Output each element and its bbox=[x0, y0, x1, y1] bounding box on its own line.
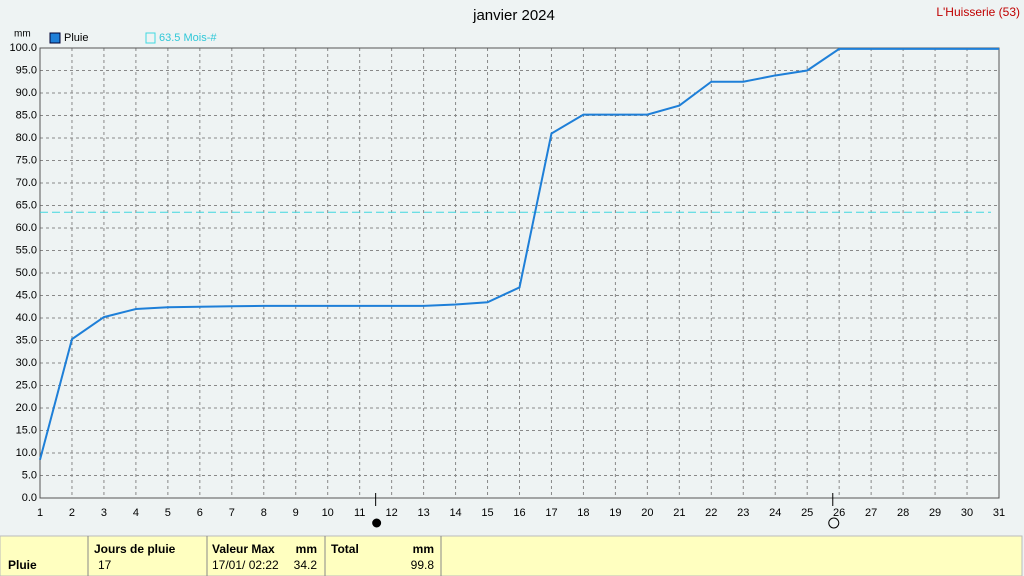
y-tick-label: 25.0 bbox=[16, 379, 37, 391]
row-label: Pluie bbox=[8, 558, 37, 572]
y-tick-label: 60.0 bbox=[16, 222, 37, 234]
y-tick-label: 85.0 bbox=[16, 109, 37, 121]
y-tick-label: 20.0 bbox=[16, 402, 37, 414]
y-tick-label: 100.0 bbox=[9, 42, 37, 54]
y-tick-label: 75.0 bbox=[16, 154, 37, 166]
y-tick-label: 90.0 bbox=[16, 87, 37, 99]
unit: mm bbox=[296, 542, 317, 556]
y-unit: mm bbox=[14, 29, 31, 40]
x-tick-label: 12 bbox=[386, 507, 398, 519]
series-line bbox=[39, 47, 999, 461]
x-tick-label: 1 bbox=[37, 507, 43, 519]
x-tick-label: 10 bbox=[322, 507, 334, 519]
legend-swatch bbox=[49, 32, 61, 44]
x-tick-label: 26 bbox=[833, 507, 845, 519]
y-tick-label: 45.0 bbox=[16, 289, 37, 301]
x-tick-label: 14 bbox=[449, 507, 461, 519]
x-tick-label: 18 bbox=[577, 507, 589, 519]
x-tick-label: 3 bbox=[101, 507, 107, 519]
table-background bbox=[0, 535, 1023, 576]
x-tick-label: 23 bbox=[737, 507, 749, 519]
y-tick-label: 15.0 bbox=[16, 424, 37, 436]
y-tick-label: 50.0 bbox=[16, 267, 37, 279]
unit: mm bbox=[413, 542, 434, 556]
moon-phase bbox=[372, 518, 382, 528]
header: Total bbox=[331, 542, 359, 556]
chart-title: janvier 2024 bbox=[472, 7, 555, 24]
x-tick-label: 20 bbox=[641, 507, 653, 519]
legend-swatch bbox=[145, 32, 156, 44]
station: L'Huisserie (53) bbox=[936, 5, 1020, 19]
cell: 34.2 bbox=[294, 558, 318, 572]
y-tick-label: 10.0 bbox=[16, 447, 37, 459]
moon-phase bbox=[828, 517, 840, 529]
x-tick-label: 5 bbox=[165, 507, 171, 519]
x-tick-label: 16 bbox=[513, 507, 525, 519]
x-tick-label: 27 bbox=[865, 507, 877, 519]
y-tick-label: 70.0 bbox=[16, 177, 37, 189]
cell: 99.8 bbox=[411, 558, 435, 572]
y-tick-label: 35.0 bbox=[16, 334, 37, 346]
x-tick-label: 9 bbox=[293, 507, 299, 519]
y-tick-label: 40.0 bbox=[16, 312, 37, 324]
y-tick-label: 95.0 bbox=[16, 64, 37, 76]
cell: 17 bbox=[98, 558, 112, 572]
header: Valeur Max bbox=[212, 542, 275, 556]
y-tick-label: 55.0 bbox=[16, 244, 37, 256]
x-tick-label: 2 bbox=[69, 507, 75, 519]
summary-table: Pluie Jours de pluie 17 Valeur Max mm 17… bbox=[0, 535, 1023, 576]
x-tick-label: 19 bbox=[609, 507, 621, 519]
x-tick-label: 11 bbox=[354, 507, 365, 519]
x-tick-label: 22 bbox=[705, 507, 717, 519]
y-tick-label: 30.0 bbox=[16, 357, 37, 369]
cell: 17/01/ 02:22 bbox=[212, 558, 279, 572]
legend-label: Pluie bbox=[64, 32, 88, 44]
y-tick-label: 65.0 bbox=[16, 199, 37, 211]
y-tick-label: 5.0 bbox=[22, 469, 37, 481]
x-tick-label: 8 bbox=[261, 507, 267, 519]
x-tick-label: 13 bbox=[417, 507, 429, 519]
x-tick-label: 31 bbox=[993, 507, 1005, 519]
x-tick-label: 29 bbox=[929, 507, 941, 519]
x-tick-label: 30 bbox=[961, 507, 973, 519]
x-tick-label: 24 bbox=[769, 507, 781, 519]
y-tick-label: 0.0 bbox=[22, 492, 37, 504]
x-tick-label: 6 bbox=[197, 507, 203, 519]
plot-frame bbox=[39, 47, 1000, 499]
y-tick-label: 80.0 bbox=[16, 132, 37, 144]
x-tick-label: 17 bbox=[545, 507, 557, 519]
x-tick-label: 4 bbox=[133, 507, 139, 519]
x-tick-label: 28 bbox=[897, 507, 909, 519]
legend-label: 63.5 Mois-# bbox=[159, 32, 217, 44]
x-tick-label: 15 bbox=[481, 507, 493, 519]
header: Jours de pluie bbox=[94, 542, 176, 556]
x-tick-label: 21 bbox=[673, 507, 685, 519]
x-tick-label: 25 bbox=[801, 507, 813, 519]
x-tick-label: 7 bbox=[229, 507, 235, 519]
